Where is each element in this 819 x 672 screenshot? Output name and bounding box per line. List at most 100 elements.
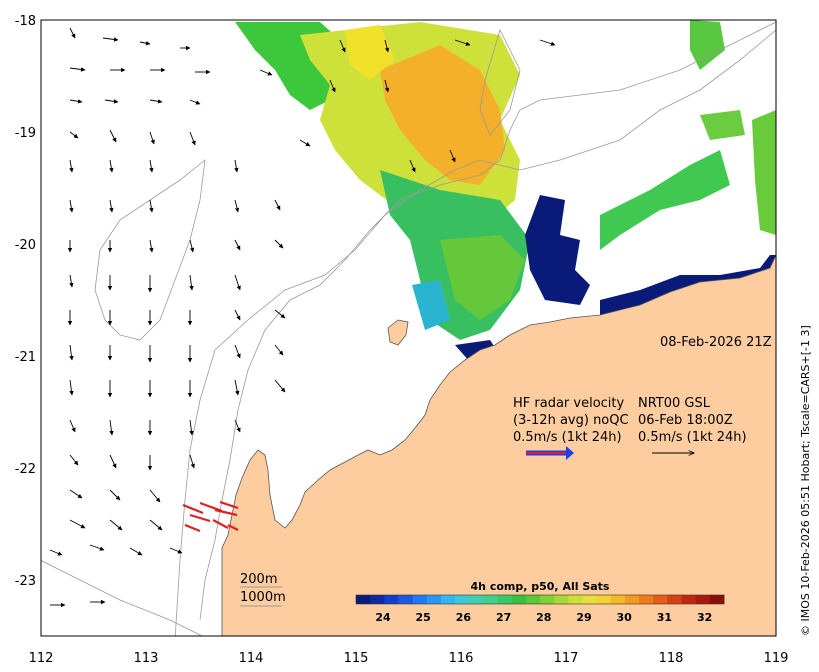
lon-tick: 116 [449,651,474,666]
lon-axis: 112 113 114 115 116 117 118 119 [29,651,789,666]
current-arrow [109,159,114,173]
colorbar-cell [483,595,498,604]
lon-tick: 113 [134,651,159,666]
current-arrow [69,67,86,72]
lat-tick: -18 [15,14,36,29]
nrt-legend-line3: 0.5m/s (1kt 24h) [638,430,747,445]
colorbar-cell [610,595,626,604]
current-arrow [69,489,83,499]
hf-radar-arrows [182,500,239,533]
colorbar-cell [624,595,640,604]
colorbar-cell [469,595,484,604]
colorbar-cell [639,595,654,604]
current-arrow [189,99,201,105]
colorbar-cell [497,595,513,604]
colorbar-title: 4h comp, p50, All Sats [471,580,610,593]
nrt-legend-line2: 06-Feb 18:00Z [638,413,733,428]
contour-200m-label: 200m [240,572,277,587]
current-arrow [259,69,273,76]
lat-tick: -19 [15,126,36,141]
current-arrow [69,131,79,139]
current-arrow [539,39,556,46]
australia-land [221,254,776,636]
contour-ne [479,28,521,136]
current-arrow [69,199,74,213]
current-arrows [49,27,556,608]
nrt-legend-line1: NRT00 GSL [638,396,711,411]
colorbar-cell [356,595,371,604]
lat-tick: -22 [15,462,36,477]
current-arrow [274,379,286,393]
current-arrow [384,39,390,53]
colorbar-cell [511,595,527,604]
colorbar-tick: 24 [375,611,391,624]
sst-orange-core [380,45,505,185]
current-arrow [449,149,456,163]
sst-yellow-patch [345,25,395,80]
lat-tick: -20 [15,238,36,253]
current-arrow [69,99,83,104]
current-arrow [69,27,76,39]
colorbar-cell [695,595,711,604]
current-arrow [109,489,121,501]
sst-green-mid [700,110,745,140]
colorbar-tick: 29 [576,611,591,624]
current-arrow [149,131,155,145]
contour-1000m-label: 1000m [240,590,286,605]
current-arrow [234,379,240,396]
current-arrow [69,344,74,361]
colorbar-cell [596,595,612,604]
current-arrow [234,274,241,291]
colorbar-cell [653,595,668,604]
current-arrow [234,159,239,173]
current-arrow [234,344,241,359]
current-arrow [189,274,194,291]
current-arrow [69,159,74,173]
current-arrow [189,131,196,146]
contour-island [94,159,206,341]
lat-axis: -18 -19 -20 -21 -22 -23 [15,14,36,589]
current-arrow [109,454,117,469]
colorbar-cell [568,595,583,604]
colorbar-cell [709,595,725,604]
contour-legend: 200m 1000m [240,572,286,607]
colorbar-cell [384,595,399,604]
current-arrow [49,549,63,556]
current-arrow [109,419,114,436]
sst-lightgreen [440,235,525,320]
contour-sw [41,560,203,636]
colorbar-tick: 26 [456,611,472,624]
current-arrow [274,344,284,356]
datetime-label: 08-Feb-2026 21Z [660,335,772,350]
lon-tick: 118 [659,651,684,666]
colorbar-cells [356,595,725,604]
current-arrow [339,39,346,53]
current-arrow [409,159,416,173]
colorbar-cell [582,595,598,604]
current-arrow [69,379,74,396]
current-arrow [69,519,86,529]
current-arrow [189,419,194,436]
colorbar-tick: 25 [416,611,431,624]
current-arrow [129,547,143,556]
colorbar-cell [412,595,428,604]
current-arrow [109,199,114,213]
colorbar-tick: 27 [496,611,511,624]
lon-tick: 112 [29,651,54,666]
lon-tick: 114 [239,651,264,666]
colorbar-cell [440,595,456,604]
current-arrow [329,79,336,93]
colorbar-cell [667,595,682,604]
colorbar-tick: 28 [536,611,551,624]
current-arrow [384,79,390,93]
current-arrow [274,199,281,211]
current-arrow [454,39,471,46]
current-arrow [149,159,154,173]
colorbar-cell [540,595,555,604]
colorbar-cell [370,595,385,604]
current-arrow [69,274,74,288]
current-arrow [149,199,154,213]
lat-tick: -21 [15,350,36,365]
current-arrow [189,239,195,253]
